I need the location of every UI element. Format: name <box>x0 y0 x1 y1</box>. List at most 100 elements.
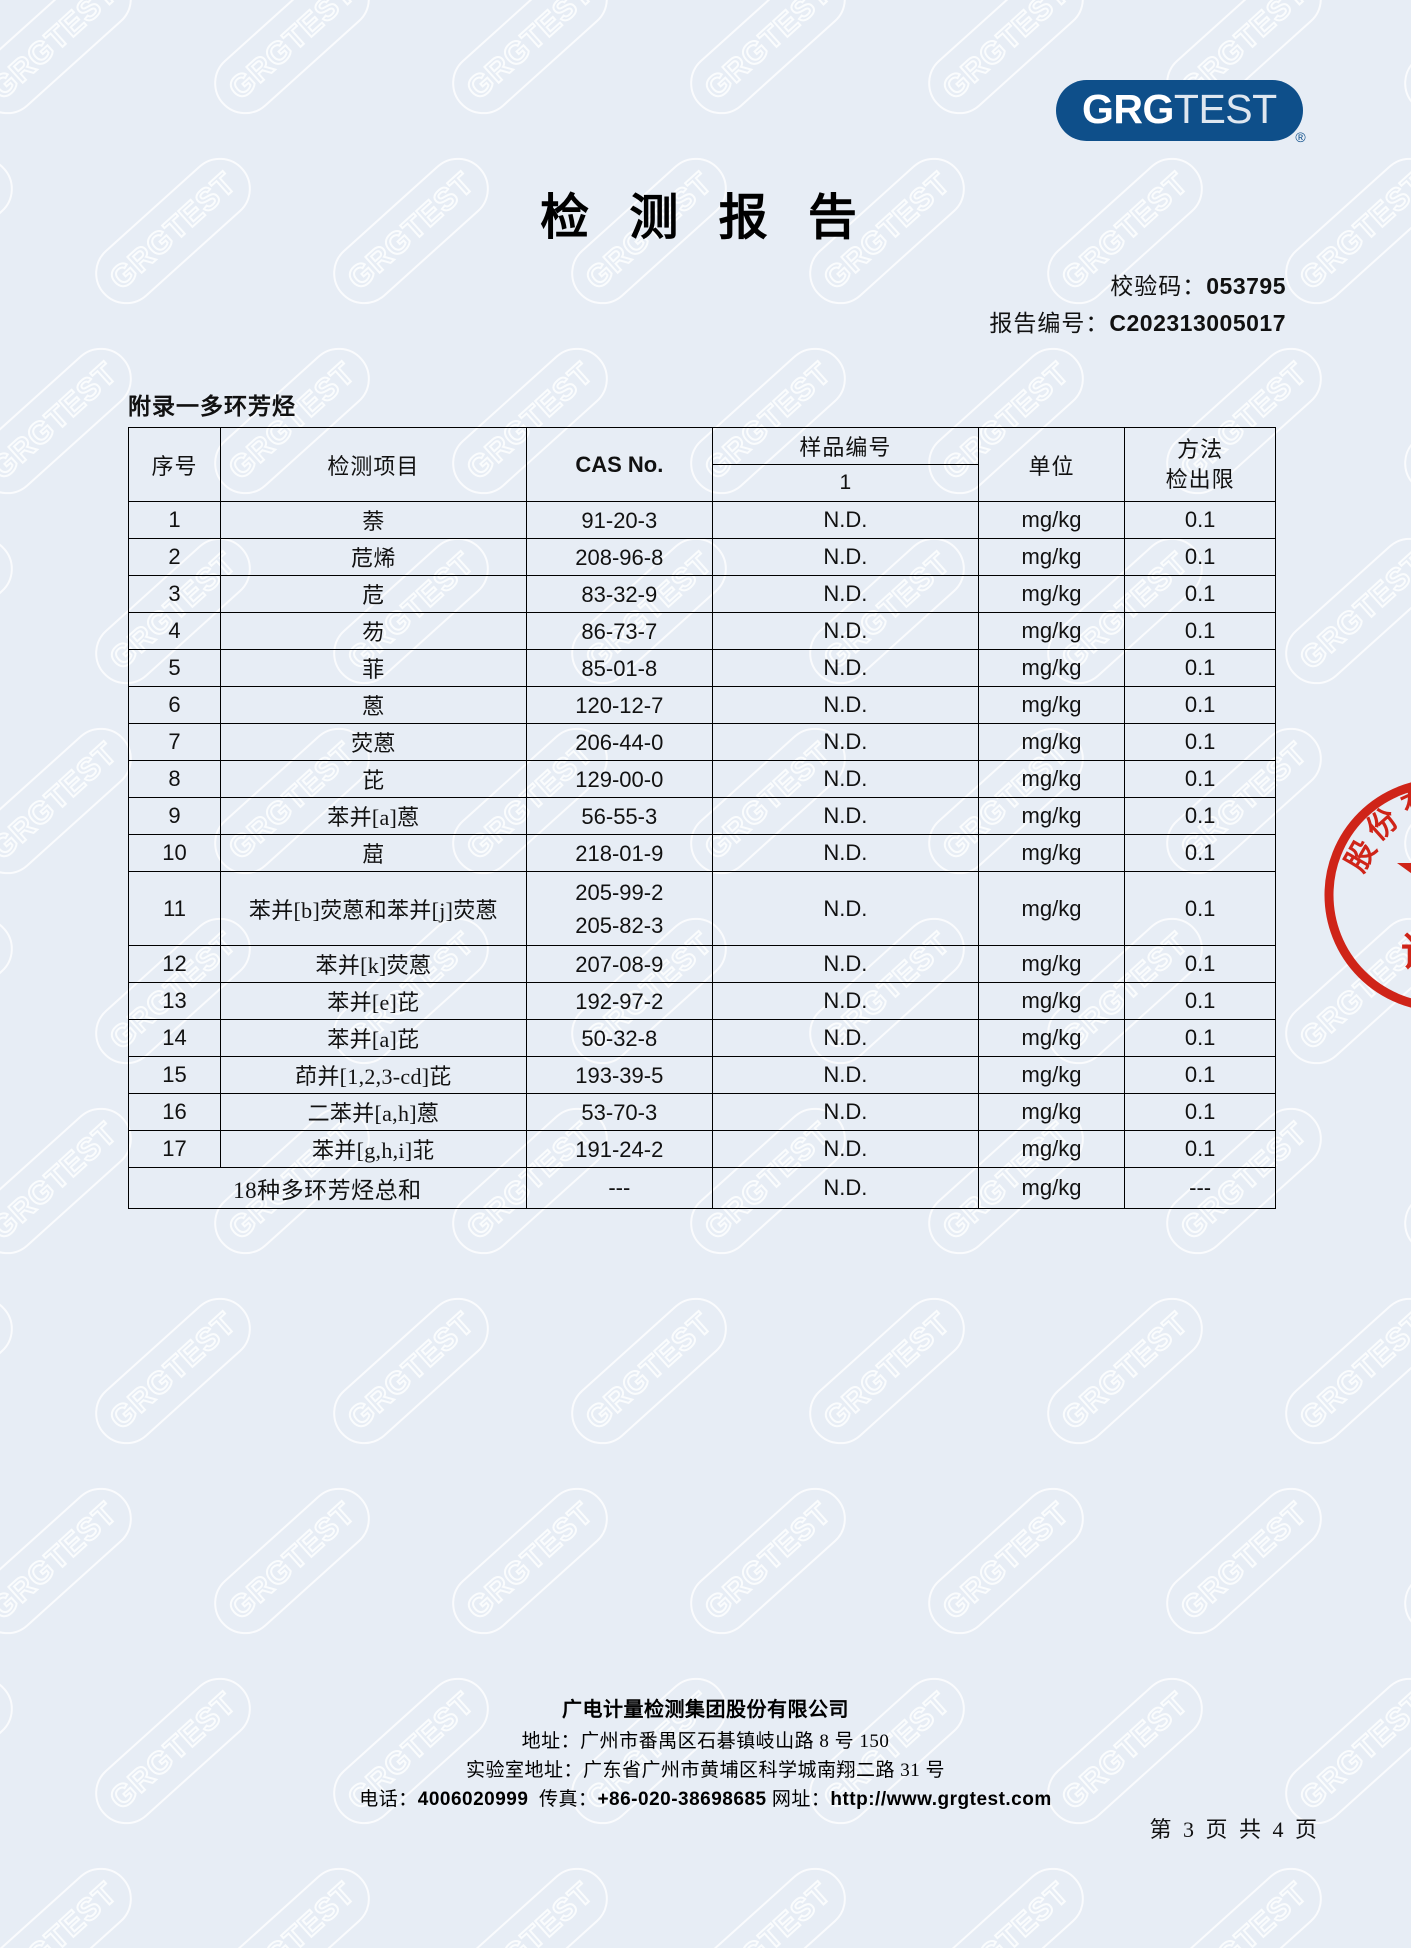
footer-web-value[interactable]: http://www.grgtest.com <box>830 1789 1052 1810</box>
cell-item: 芴 <box>220 612 527 650</box>
watermark-text: GRGTEST <box>0 354 125 487</box>
table-row: 2 苊烯 208-96-8 N.D. mg/kg 0.1 <box>127 538 1276 576</box>
watermark-text: GRGTEST <box>1173 1494 1315 1627</box>
watermark-grgtest: GRGTEST <box>320 1285 502 1457</box>
cell-detection-limit: 0.1 <box>1124 612 1276 650</box>
table-row: 10 䓛 218-01-9 N.D. mg/kg 0.1 <box>127 834 1276 872</box>
watermark-text: GRGTEST <box>697 1494 839 1627</box>
cell-unit: mg/kg <box>977 575 1126 613</box>
footer-contact: 电话：4006020999 传真：+86-020-38698685 网址：htt… <box>0 1785 1411 1814</box>
cell-cas: 206-44-0 <box>525 723 713 761</box>
watermark-grgtest: GRGTEST <box>439 1855 621 1948</box>
footer-fax-label: 传真： <box>538 1789 598 1810</box>
cell-result: N.D. <box>711 797 979 835</box>
cell-detection-limit: 0.1 <box>1124 1056 1276 1094</box>
cell-cas: 129-00-0 <box>525 760 713 798</box>
cell-result: N.D. <box>711 982 979 1020</box>
cell-detection-limit: 0.1 <box>1124 834 1276 872</box>
table-row: 11 苯并[b]荧蒽和苯并[j]荧蒽 205-99-2 205-82-3 N.D. mg/… <box>127 871 1276 946</box>
watermark-text: GRGTEST <box>1292 924 1411 1057</box>
watermark-grgtest: GRGTEST <box>201 1475 383 1647</box>
cas-number: 207-08-9 <box>575 951 664 977</box>
cell-no: 10 <box>127 834 222 872</box>
cell-cas: 205-99-2 205-82-3 <box>525 871 713 946</box>
logo-pill: GRGTEST <box>1056 80 1303 141</box>
watermark-text: GRGTEST <box>1292 544 1411 677</box>
svg-text:股: 股 <box>1339 835 1383 877</box>
watermark-grgtest: GRGTEST <box>677 1475 859 1647</box>
total-label: 18种多环芳烃总和 <box>128 1167 527 1209</box>
cell-item: 苯并[e]芘 <box>220 982 527 1020</box>
watermark-grgtest: GRGTEST <box>677 0 859 127</box>
cas-number: 120-12-7 <box>575 692 664 718</box>
cell-detection-limit: 0.1 <box>1124 945 1276 983</box>
cas-number: 205-82-3 <box>575 912 664 938</box>
total-result: N.D. <box>711 1167 979 1209</box>
cas-number: 83-32-9 <box>581 581 658 607</box>
header-method-dl: 方法 检出限 <box>1124 427 1276 502</box>
watermark-text: GRGTEST <box>340 1304 482 1437</box>
cell-unit: mg/kg <box>977 760 1126 798</box>
cell-unit: mg/kg <box>977 1130 1126 1168</box>
watermark-text: GRGTEST <box>0 734 125 867</box>
footer-tel-label: 电话： <box>359 1789 418 1810</box>
cell-cas: 83-32-9 <box>525 575 713 613</box>
cell-no: 14 <box>127 1019 222 1057</box>
table-row: 5 菲 85-01-8 N.D. mg/kg 0.1 <box>127 649 1276 687</box>
cell-unit: mg/kg <box>977 649 1126 687</box>
footer-address-value: 广州市番禺区石碁镇岐山路 8 号 150 <box>580 1731 890 1752</box>
watermark-grgtest: GRGTEST <box>1153 1855 1335 1948</box>
logo-text-grg: GRG <box>1082 86 1174 132</box>
cell-no: 9 <box>127 797 222 835</box>
cell-detection-limit: 0.1 <box>1124 760 1276 798</box>
cell-result: N.D. <box>711 686 979 724</box>
cell-cas: 192-97-2 <box>525 982 713 1020</box>
table-row: 8 芘 129-00-0 N.D. mg/kg 0.1 <box>127 760 1276 798</box>
watermark-grgtest: GRGTEST <box>1391 715 1411 887</box>
cell-result: N.D. <box>711 1019 979 1057</box>
official-red-seal: 调章 股 份 有 限 公 司 <box>1316 770 1411 1020</box>
watermark-text: GRGTEST <box>935 1874 1077 1948</box>
cell-item: 苯并[a]蒽 <box>220 797 527 835</box>
footer-fax-value: +86-020-38698685 <box>597 1789 767 1810</box>
cas-number: 53-70-3 <box>581 1099 658 1125</box>
watermark-grgtest: GRGTEST <box>915 1475 1097 1647</box>
cell-unit: mg/kg <box>977 871 1126 946</box>
total-cas: --- <box>525 1167 713 1209</box>
cell-detection-limit: 0.1 <box>1124 575 1276 613</box>
watermark-text: GRGTEST <box>0 1304 6 1437</box>
pah-results-table: 序号 检测项目 CAS No. 样品编号 单位 方法 检出限 1 1 <box>127 427 1276 1209</box>
header-sample-id: 1 <box>711 464 979 502</box>
cas-number: 50-32-8 <box>581 1025 658 1051</box>
watermark-grgtest: GRGTEST <box>1272 1285 1411 1457</box>
cas-number: 218-01-9 <box>575 840 664 866</box>
cell-result: N.D. <box>711 871 979 946</box>
cell-cas: 207-08-9 <box>525 945 713 983</box>
watermark-text: GRGTEST <box>0 1494 125 1627</box>
footer-address: 地址：广州市番禺区石碁镇岐山路 8 号 150 <box>0 1727 1411 1756</box>
watermark-text: GRGTEST <box>0 544 6 677</box>
cell-detection-limit: 0.1 <box>1124 686 1276 724</box>
watermark-grgtest: GRGTEST <box>439 1475 621 1647</box>
cell-result: N.D. <box>711 612 979 650</box>
table-row: 12 苯并[k]荧蒽 207-08-9 N.D. mg/kg 0.1 <box>127 945 1276 983</box>
watermark-text: GRGTEST <box>459 1874 601 1948</box>
watermark-text: GRGTEST <box>0 924 6 1057</box>
cell-unit: mg/kg <box>977 612 1126 650</box>
footer-company: 广电计量检测集团股份有限公司 <box>562 1699 849 1721</box>
cas-number: 129-00-0 <box>575 766 664 792</box>
cell-item: 芘 <box>220 760 527 798</box>
cell-item: 茚并[1,2,3-cd]芘 <box>220 1056 527 1094</box>
table-row: 9 苯并[a]蒽 56-55-3 N.D. mg/kg 0.1 <box>127 797 1276 835</box>
cas-number: 56-55-3 <box>581 803 658 829</box>
cas-number: 208-96-8 <box>575 544 664 570</box>
watermark-grgtest: GRGTEST <box>677 1855 859 1948</box>
header-sample-group: 样品编号 <box>711 427 979 465</box>
watermark-grgtest: GRGTEST <box>0 0 145 127</box>
footer-lab-address: 实验室地址：广东省广州市黄埔区科学城南翔二路 31 号 <box>0 1756 1411 1785</box>
watermark-grgtest: GRGTEST <box>1391 0 1411 127</box>
report-codes: 校验码：053795 报告编号：C202313005017 <box>0 268 1286 342</box>
svg-text:调章: 调章 <box>1401 930 1411 975</box>
watermark-grgtest: GRGTEST <box>1272 525 1411 697</box>
total-unit: mg/kg <box>977 1167 1126 1209</box>
